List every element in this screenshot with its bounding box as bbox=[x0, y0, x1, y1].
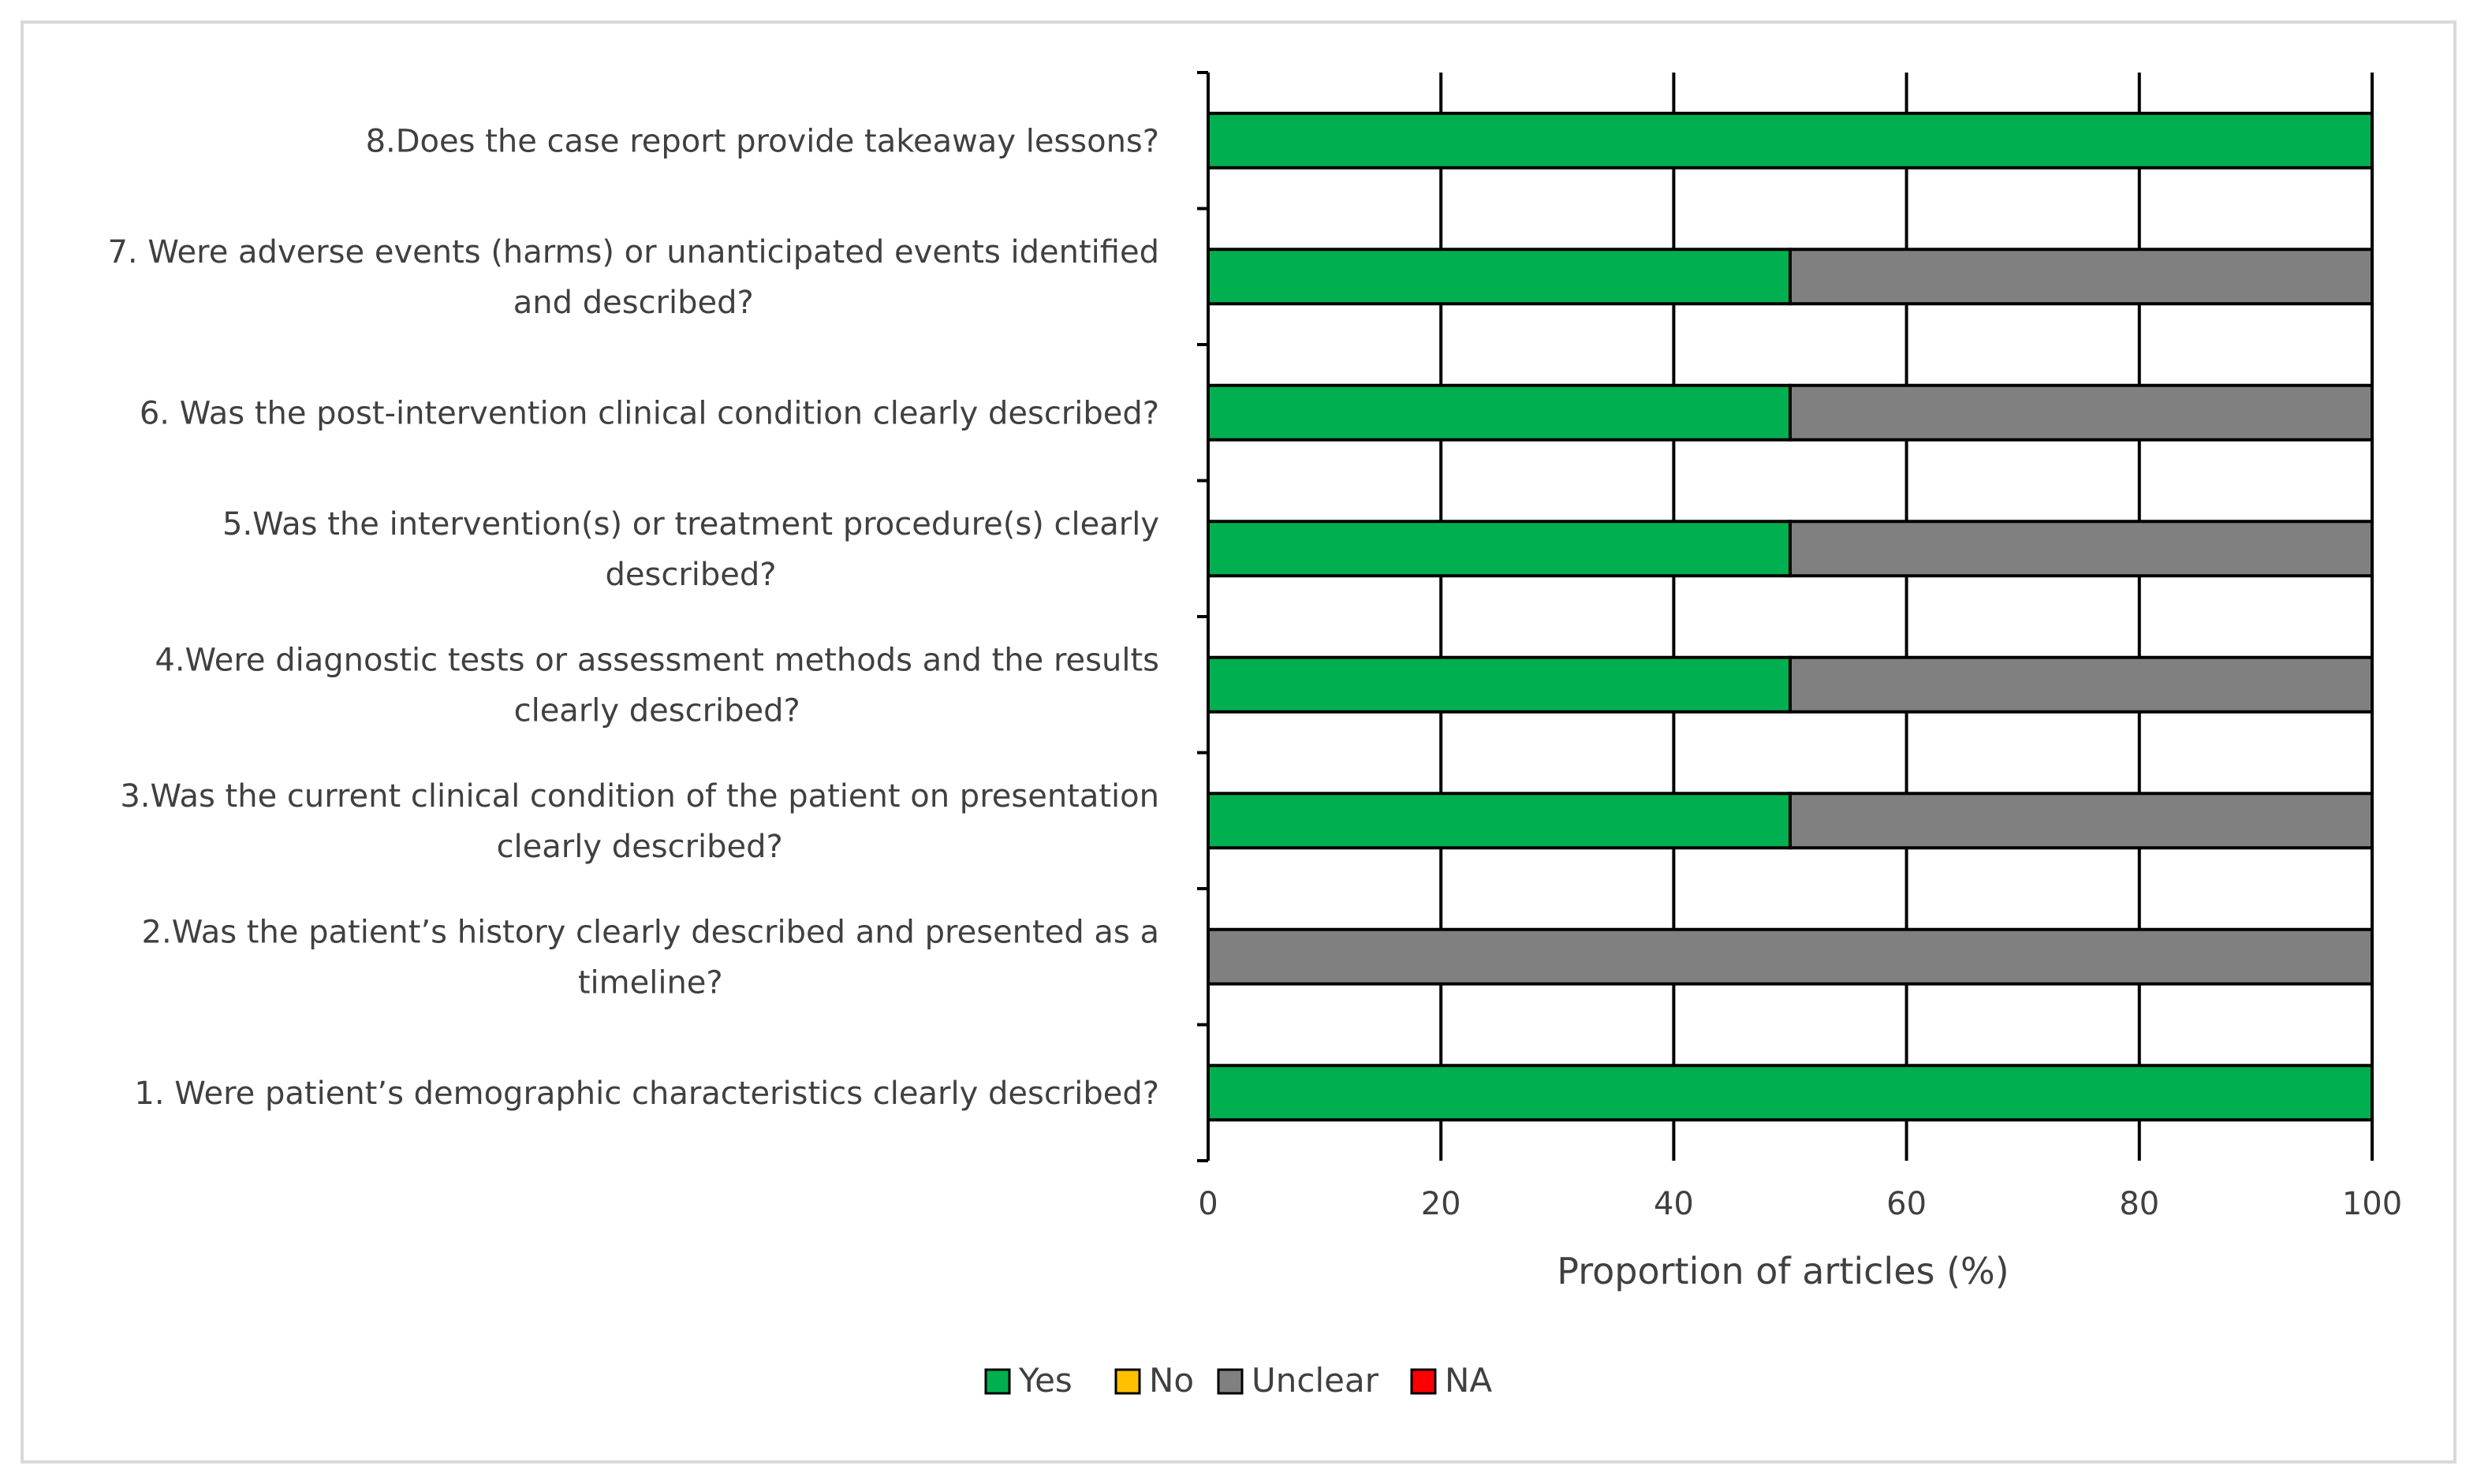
x-tick-label-100: 100 bbox=[2342, 1186, 2402, 1222]
legend-label-yes: Yes bbox=[1018, 1361, 1072, 1400]
category-label-q2-line1: 2.Was the patient’s history clearly desc… bbox=[142, 914, 1159, 950]
category-label-q7-line1: 7. Were adverse events (harms) or unanti… bbox=[107, 234, 1159, 270]
bar-unclear-q6 bbox=[1789, 383, 2374, 442]
bar-unclear-q2 bbox=[1207, 927, 2374, 986]
bar-unclear-q5 bbox=[1789, 520, 2374, 578]
legend-swatch-unclear bbox=[1217, 1368, 1244, 1395]
bar-unclear-q4 bbox=[1789, 655, 2374, 714]
bar-unclear-q3 bbox=[1789, 792, 2374, 850]
legend-swatch-na bbox=[1410, 1368, 1437, 1395]
x-tick-label-60: 60 bbox=[1886, 1186, 1927, 1222]
x-tick-label-80: 80 bbox=[2119, 1186, 2159, 1222]
category-label-q4-line2: clearly described? bbox=[514, 692, 800, 729]
bar-yes-q8 bbox=[1207, 111, 2374, 170]
bar-yes-q5 bbox=[1207, 520, 1792, 578]
category-label-q3-line2: clearly described? bbox=[497, 829, 783, 865]
bar-yes-q6 bbox=[1207, 383, 1792, 442]
legend-label-na: NA bbox=[1445, 1361, 1492, 1400]
axes bbox=[1197, 71, 1210, 1162]
category-label-q6: 6. Was the post-intervention clinical co… bbox=[140, 395, 1159, 431]
x-tick-label-0: 0 bbox=[1198, 1186, 1218, 1222]
bar-yes-q4 bbox=[1207, 655, 1792, 714]
bar-yes-q1 bbox=[1207, 1064, 2374, 1122]
bar-yes-q7 bbox=[1207, 248, 1792, 306]
x-tick-label-40: 40 bbox=[1654, 1186, 1694, 1222]
category-label-q7-line2: and described? bbox=[513, 285, 754, 321]
tick-labels: 0 20 40 60 80 100 bbox=[1198, 1186, 2402, 1222]
category-label-q8: 8.Does the case report provide takeaway … bbox=[366, 123, 1159, 159]
category-label-q5-line1: 5.Was the intervention(s) or treatment p… bbox=[222, 506, 1159, 543]
bar-yes-q3 bbox=[1207, 792, 1792, 850]
x-axis-title: Proportion of articles (%) bbox=[1557, 1250, 2009, 1292]
legend: Yes No Unclear NA bbox=[984, 1361, 1492, 1400]
bar-unclear-q7 bbox=[1789, 248, 2374, 306]
category-label-q5-line2: described? bbox=[605, 557, 776, 593]
category-labels: 1. Were patient’s demographic characteri… bbox=[107, 123, 1159, 1112]
legend-label-unclear: Unclear bbox=[1252, 1361, 1379, 1400]
legend-swatch-yes bbox=[984, 1368, 1011, 1395]
category-label-q3-line1: 3.Was the current clinical condition of … bbox=[120, 778, 1159, 815]
category-label-q2-line2: timeline? bbox=[578, 964, 723, 1001]
category-label-q1: 1. Were patient’s demographic characteri… bbox=[134, 1076, 1159, 1112]
x-tick-label-20: 20 bbox=[1421, 1186, 1461, 1222]
legend-swatch-no bbox=[1114, 1368, 1141, 1395]
category-label-q4-line1: 4.Were diagnostic tests or assessment me… bbox=[155, 642, 1159, 678]
legend-label-no: No bbox=[1149, 1361, 1194, 1400]
